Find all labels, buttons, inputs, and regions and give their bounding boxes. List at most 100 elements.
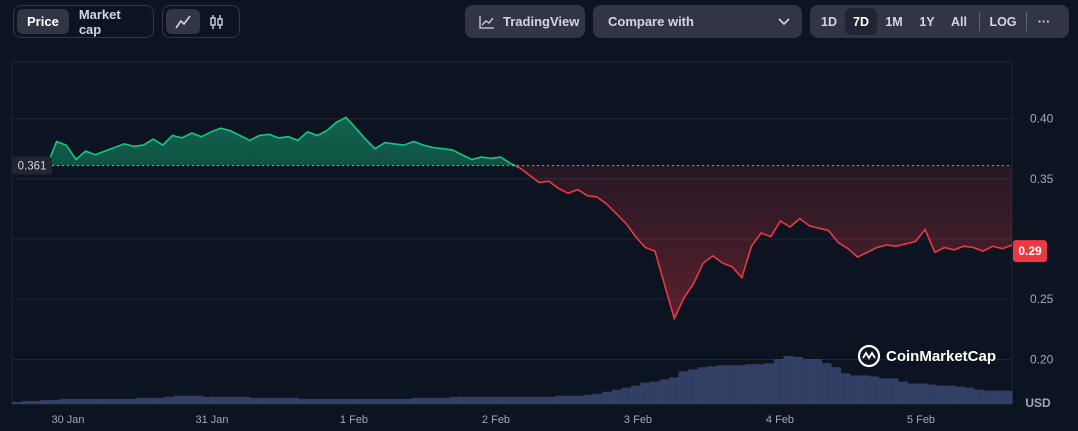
volume-bar — [612, 389, 623, 404]
more-divider — [1026, 12, 1027, 31]
volume-bar — [983, 390, 994, 404]
price-line-down — [46, 165, 1013, 321]
volume-bar — [459, 396, 470, 404]
volume-bar — [507, 396, 518, 404]
log-scale-button[interactable]: LOG — [989, 14, 1017, 29]
current-price-label: 0.29 — [1018, 244, 1042, 258]
volume-bar — [97, 398, 108, 404]
volume-bar — [164, 396, 175, 404]
volume-bar — [278, 397, 289, 404]
volume-bar — [69, 398, 80, 404]
line-chart-button[interactable] — [166, 9, 200, 34]
volume-bar — [535, 396, 546, 404]
volume-bar — [116, 398, 127, 404]
volume-bar — [516, 396, 527, 404]
range-1m-button[interactable]: 1M — [885, 14, 903, 29]
volume-bar — [469, 396, 480, 404]
x-axis: 30 Jan 31 Jan 1 Feb 2 Feb 3 Feb 4 Feb 5 Feb — [51, 414, 935, 426]
range-all-button[interactable]: All — [951, 14, 967, 29]
baseline-badge — [12, 156, 52, 175]
chevron-down-icon — [778, 17, 790, 25]
volume-bar — [40, 399, 51, 404]
volume-bar — [573, 395, 584, 404]
compare-with-label: Compare with — [608, 14, 694, 29]
volume-bar — [250, 397, 261, 404]
volume-bar — [288, 397, 299, 404]
x-tick-label: 1 Feb — [340, 414, 368, 426]
volume-bar — [364, 398, 375, 404]
volume-bar — [631, 385, 642, 404]
volume-bar — [354, 398, 365, 404]
volume-bar — [421, 397, 432, 404]
volume-bar — [31, 400, 42, 404]
volume-bars — [12, 356, 1013, 404]
volume-bar — [659, 379, 670, 404]
volume-bar — [497, 396, 508, 404]
volume-bar — [307, 398, 318, 404]
volume-bar — [992, 390, 1003, 404]
price-area — [46, 116, 1013, 321]
range-1d-button[interactable]: 1D — [821, 14, 837, 29]
volume-bar — [792, 357, 803, 404]
volume-bar — [888, 378, 899, 404]
metric-toggle: Price Market cap — [13, 5, 154, 38]
volume-bar — [897, 381, 908, 404]
volume-bar — [754, 364, 765, 404]
range-7d-button[interactable]: 7D — [845, 8, 877, 35]
volume-bar — [554, 395, 565, 404]
tradingview-label: TradingView — [503, 14, 580, 29]
volume-bar — [812, 359, 823, 404]
chart-toolbar: Price Market cap TradingView Compare wit… — [0, 0, 1078, 44]
volume-bar — [954, 386, 965, 404]
volume-bar — [859, 375, 870, 404]
volume-bar — [259, 397, 270, 404]
volume-bar — [212, 396, 223, 404]
volume-bar — [935, 385, 946, 404]
volume-bar — [392, 398, 403, 404]
x-tick-label: 31 Jan — [195, 414, 228, 426]
volume-bar — [735, 365, 746, 404]
volume-bar — [745, 364, 756, 404]
line-chart-icon — [175, 15, 191, 28]
volume-bar — [412, 397, 423, 404]
volume-bar — [878, 378, 889, 404]
volume-bar — [869, 376, 880, 404]
volume-bar — [12, 401, 23, 404]
x-tick-label: 3 Feb — [624, 414, 652, 426]
tradingview-chart-icon — [479, 15, 494, 29]
volume-bar — [621, 387, 632, 404]
volume-bar — [678, 371, 689, 404]
volume-bar — [145, 397, 156, 404]
price-area-down — [47, 165, 1012, 319]
y-tick-label: 0.40 — [1030, 112, 1054, 126]
volume-bar — [440, 397, 451, 404]
volume-bar — [431, 397, 442, 404]
volume-bar — [240, 396, 251, 404]
volume-bar — [526, 396, 537, 404]
time-range-selector: 1D 7D 1M 1Y All LOG ··· — [810, 5, 1069, 38]
x-tick-label: 2 Feb — [482, 414, 510, 426]
volume-bar — [821, 363, 832, 404]
x-tick-label: 4 Feb — [766, 414, 794, 426]
candlestick-button[interactable] — [200, 9, 234, 34]
market-cap-tab[interactable]: Market cap — [78, 6, 121, 37]
more-options-button[interactable]: ··· — [1037, 14, 1051, 29]
volume-bar — [335, 398, 346, 404]
y-tick-label: 0.25 — [1030, 292, 1054, 306]
range-1y-button[interactable]: 1Y — [919, 14, 935, 29]
tradingview-button[interactable]: TradingView — [465, 5, 585, 38]
x-tick-label: 30 Jan — [51, 414, 84, 426]
volume-bar — [802, 359, 813, 404]
volume-bar — [183, 395, 194, 404]
volume-bar — [269, 397, 280, 404]
volume-bar — [764, 363, 775, 404]
range-divider — [979, 12, 980, 31]
volume-bar — [488, 396, 499, 404]
price-tab[interactable]: Price — [17, 9, 69, 34]
volume-bar — [583, 394, 594, 404]
volume-bar — [231, 396, 242, 404]
chart-style-toggle — [162, 5, 240, 38]
compare-with-dropdown[interactable]: Compare with — [593, 5, 802, 38]
volume-bar — [840, 373, 851, 404]
